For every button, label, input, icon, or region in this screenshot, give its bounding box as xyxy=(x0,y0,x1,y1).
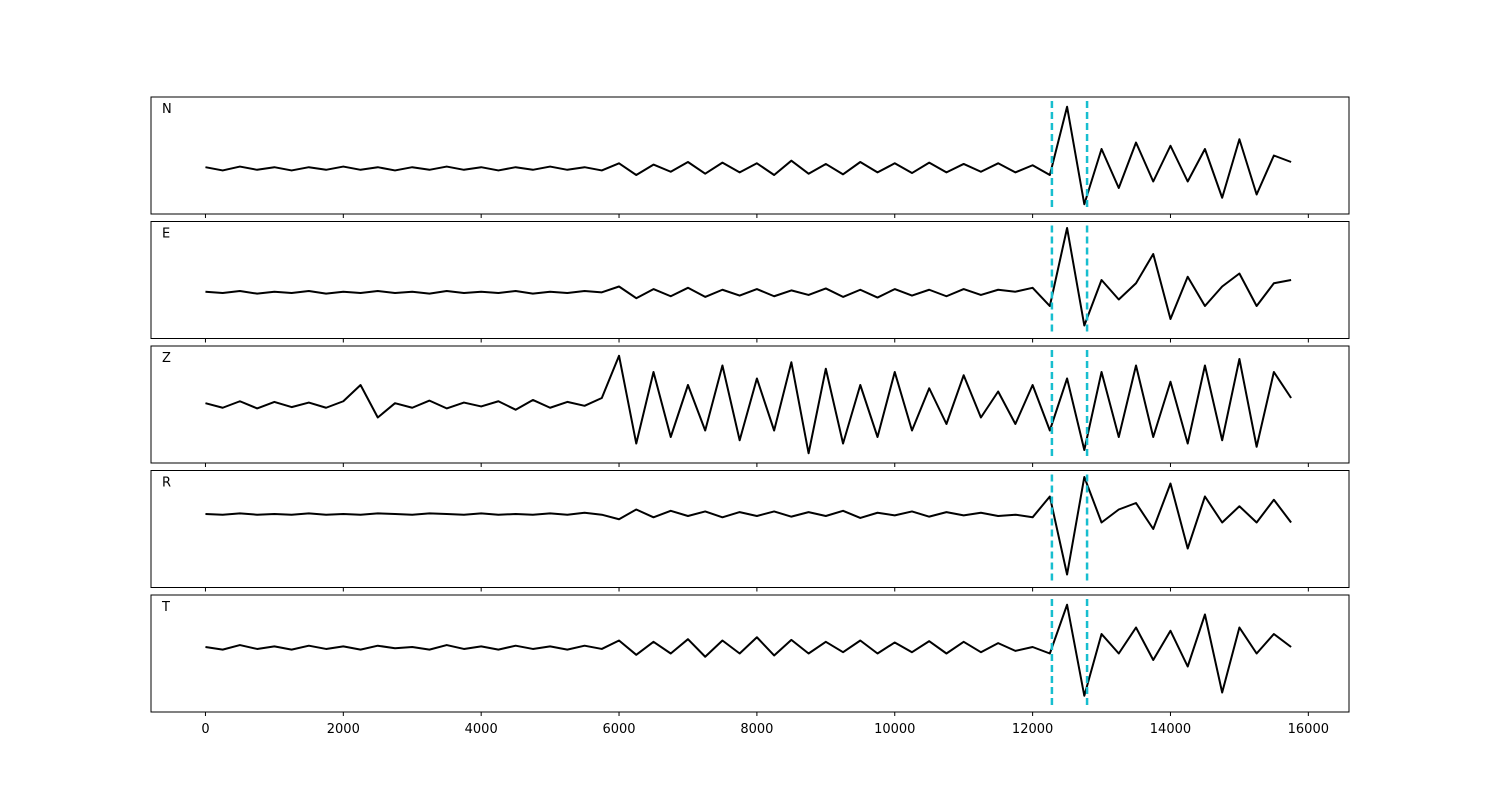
panel-frame xyxy=(150,470,1350,588)
x-tick-label: 12000 xyxy=(1012,722,1053,737)
trace xyxy=(205,354,1292,455)
x-tick-label: 8000 xyxy=(740,722,773,737)
x-tick-label: 16000 xyxy=(1288,722,1329,737)
x-tick-label: 10000 xyxy=(874,722,915,737)
panel-frame xyxy=(150,221,1350,339)
x-tick-label: 2000 xyxy=(327,722,360,737)
trace xyxy=(205,603,1292,697)
x-tick-label: 14000 xyxy=(1150,722,1191,737)
panel-label: Z xyxy=(162,351,171,366)
trace xyxy=(205,227,1292,327)
panel-frame xyxy=(150,594,1350,713)
panel-label: E xyxy=(162,227,170,242)
panel-label: N xyxy=(162,102,172,117)
trace xyxy=(205,476,1292,576)
x-tick-label: 4000 xyxy=(465,722,498,737)
trace xyxy=(205,105,1292,206)
x-tick-label: 0 xyxy=(201,722,209,737)
x-tick-label: 6000 xyxy=(602,722,635,737)
panel-label: T xyxy=(161,600,170,615)
panel-label: R xyxy=(162,476,171,491)
panel-frame xyxy=(150,96,1350,215)
panel-frame xyxy=(150,345,1350,464)
